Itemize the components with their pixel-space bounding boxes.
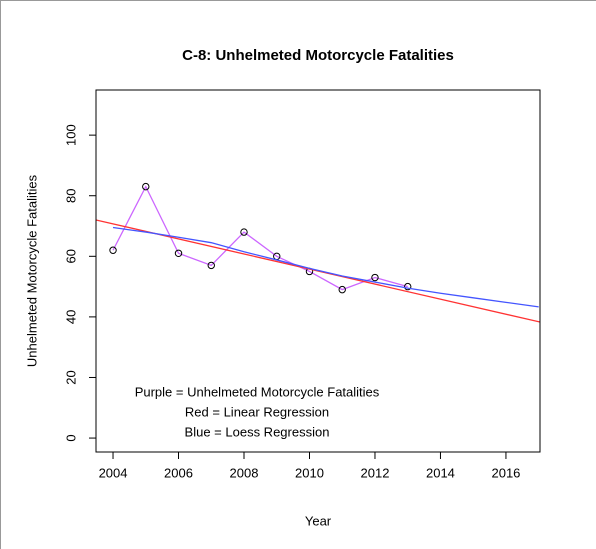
- data-point: [142, 182, 150, 191]
- x-tick-label: 2016: [491, 465, 520, 480]
- annotation: Purple = Unhelmeted Motorcycle Fatalitie…: [135, 384, 380, 399]
- data-point: [174, 249, 183, 257]
- y-tick-label: 80: [63, 188, 78, 202]
- data-point: [338, 285, 346, 294]
- y-axis-label: Unhelmeted Motorcycle Fatalities: [24, 174, 39, 367]
- x-tick-label: 2008: [230, 465, 259, 480]
- data-point: [207, 261, 215, 270]
- series-line: [112, 226, 539, 308]
- data-point: [371, 273, 379, 282]
- x-tick-label: 2012: [361, 465, 390, 480]
- y-tick-label: 20: [63, 370, 78, 384]
- annotation: Blue = Loess Regression: [185, 424, 330, 439]
- y-tick-label: 40: [63, 310, 78, 324]
- x-tick-label: 2014: [426, 465, 455, 480]
- x-tick-label: 2006: [164, 465, 193, 480]
- x-tick-label: 2004: [99, 465, 128, 480]
- y-tick-label: 60: [63, 249, 78, 263]
- y-tick-label: 0: [63, 434, 78, 441]
- plot-box: [95, 89, 541, 453]
- data-point: [240, 228, 248, 236]
- series-line: [112, 185, 408, 291]
- y-tick-label: 100: [63, 124, 78, 146]
- data-point: [109, 246, 117, 254]
- plot-area: [96, 182, 540, 323]
- chart-title: C-8: Unhelmeted Motorcycle Fatalities: [182, 47, 454, 64]
- x-axis-label: Year: [305, 513, 332, 528]
- annotation: Red = Linear Regression: [185, 404, 329, 419]
- data-point: [404, 282, 412, 291]
- x-tick-label: 2010: [295, 465, 324, 480]
